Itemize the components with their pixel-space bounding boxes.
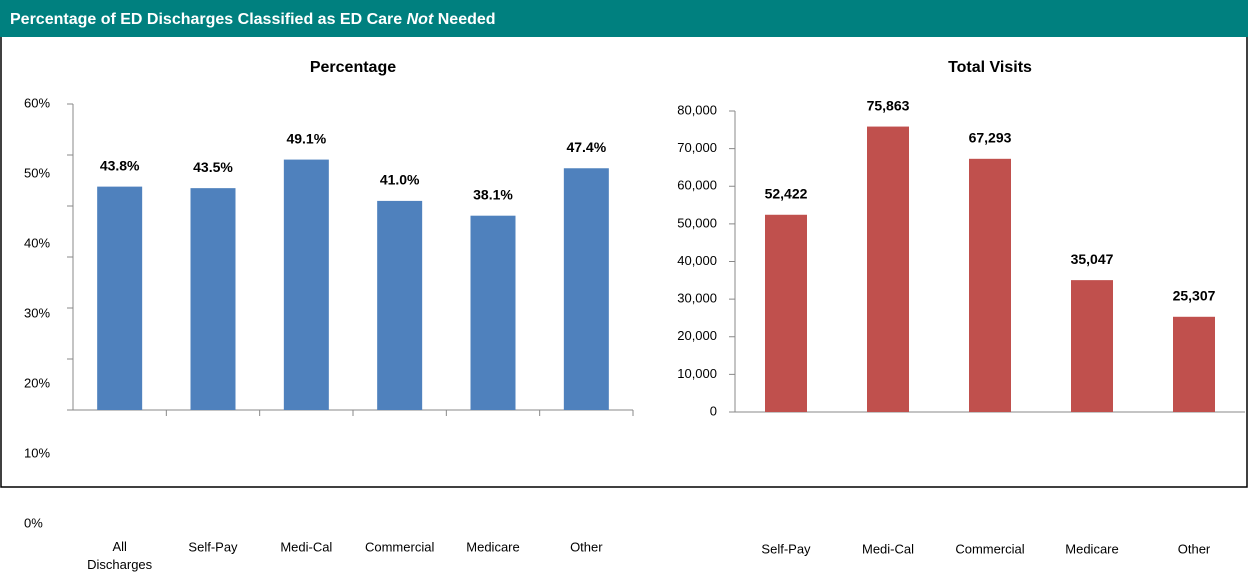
x-tick-label: Self-Pay [761,541,811,556]
bar [283,159,329,410]
y-tick-label: 50,000 [677,215,717,230]
y-tick-label: 30% [24,305,50,320]
title-emphasis: Not [407,11,434,28]
x-tick-label: Medicare [1065,541,1118,556]
title-part: Percentage of ED Discharges Classified a… [10,11,402,28]
bar [563,168,609,410]
y-tick-label: 30,000 [677,291,717,306]
x-tick-label: All Discharges [87,539,153,572]
y-tick-label: 50% [24,165,50,180]
data-label: 47.4% [566,139,606,155]
bar [97,186,143,410]
header-bar [0,0,1248,37]
bar [470,215,516,410]
header-title: Percentage of ED Discharges Classified a… [10,11,496,28]
data-label: 35,047 [1071,251,1114,267]
x-tick-label: Other [1178,541,1211,556]
bar [1071,280,1113,412]
bar [867,126,909,412]
bar [969,158,1011,412]
y-tick-label: 40,000 [677,253,717,268]
data-label: 43.8% [100,157,140,173]
chart-title: Total Visits [948,59,1032,76]
bar [765,214,807,412]
x-tick-label: Commercial [955,541,1024,556]
bar [190,188,236,410]
y-tick-label: 10% [24,445,50,460]
data-label: 38.1% [473,186,513,202]
y-tick-label: 0 [710,403,717,418]
y-tick-label: 60% [24,95,50,110]
y-tick-label: 20% [24,375,50,390]
data-label: 41.0% [380,172,420,188]
data-label: 67,293 [969,130,1012,146]
y-tick-label: 40% [24,235,50,250]
y-tick-label: 80,000 [677,102,717,117]
chart-title: Percentage [310,59,396,76]
y-tick-label: 0% [24,515,43,530]
x-tick-label: Medicare [466,539,519,554]
y-tick-label: 70,000 [677,140,717,155]
panel-border [0,37,1248,488]
data-label: 43.5% [193,159,233,175]
x-tick-label: Self-Pay [188,539,238,554]
y-tick-label: 60,000 [677,178,717,193]
bar [1173,316,1215,412]
y-tick-label: 20,000 [677,328,717,343]
data-label: 75,863 [867,97,910,113]
x-tick-label: Medi-Cal [862,541,914,556]
x-tick-label: Commercial [365,539,434,554]
y-tick-label: 10,000 [677,366,717,381]
x-tick-label: Other [570,539,603,554]
data-label: 25,307 [1173,287,1216,303]
x-tick-label: Medi-Cal [280,539,332,554]
bar [377,200,423,410]
title-part: Needed [438,11,496,28]
data-label: 49.1% [286,130,326,146]
data-label: 52,422 [765,185,808,201]
